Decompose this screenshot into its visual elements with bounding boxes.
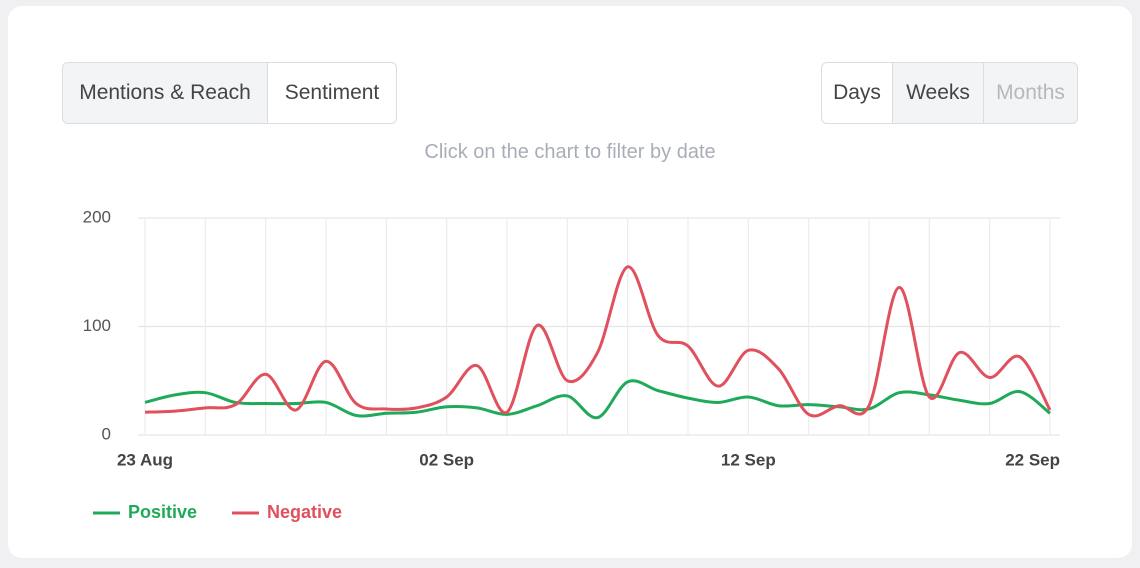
y-tick-label: 200: [83, 207, 111, 226]
x-tick-label: 12 Sep: [721, 450, 776, 469]
hint: Click on the chart to filter by date: [424, 141, 716, 163]
x-tick-label: 22 Sep: [1005, 450, 1060, 469]
y-tick-label: 0: [102, 424, 111, 443]
series-line: [144, 265, 1052, 418]
y-tick-label: 100: [83, 316, 111, 335]
tab-mentions[interactable]: Mentions & Reach: [62, 62, 268, 124]
x-tick-label: 23 Aug: [117, 450, 173, 469]
tab-days[interactable]: Days: [821, 62, 893, 124]
legend-label: Positive: [128, 502, 197, 522]
legend-label: Negative: [267, 502, 342, 522]
x-tick-label: 02 Sep: [419, 450, 474, 469]
series-line: [144, 379, 1051, 420]
tab-sentiment[interactable]: Sentiment: [267, 62, 397, 124]
tab-months[interactable]: Months: [983, 62, 1078, 124]
